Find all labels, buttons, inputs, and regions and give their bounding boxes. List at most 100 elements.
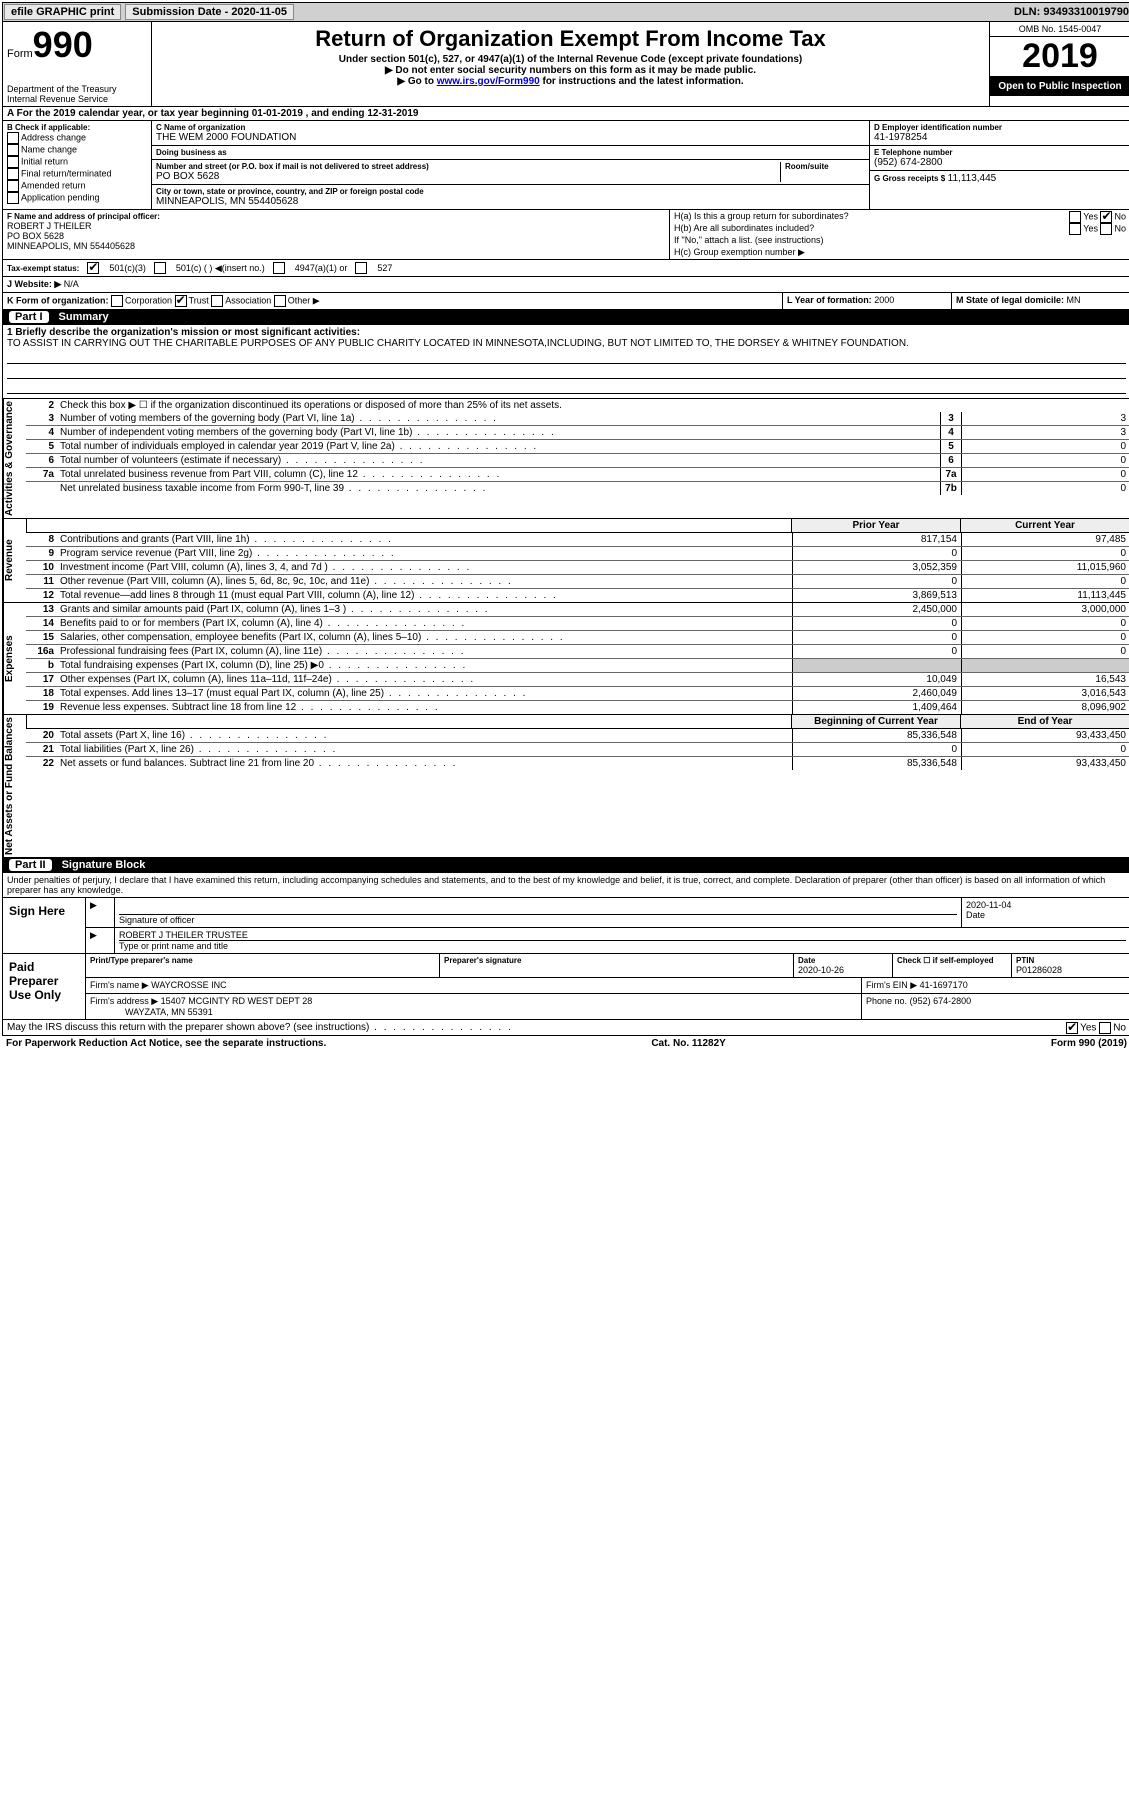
hb-yes[interactable]	[1069, 223, 1081, 235]
net-line: Net assets or fund balances. Subtract li…	[58, 757, 792, 770]
mission-block: 1 Briefly describe the organization's mi…	[2, 325, 1129, 399]
room-label: Room/suite	[785, 162, 865, 171]
block-fh: F Name and address of principal officer:…	[2, 210, 1129, 260]
dba-label: Doing business as	[156, 148, 865, 157]
form-header: Form990 Department of the Treasury Inter…	[2, 22, 1129, 107]
net-line: Total liabilities (Part X, line 26)	[58, 743, 792, 756]
exp-curr: 0	[961, 645, 1129, 658]
ck-assoc[interactable]	[211, 295, 223, 307]
b-item-3: Final return/terminated	[21, 168, 112, 178]
ck-name-change[interactable]	[7, 144, 19, 156]
ha-no-label: No	[1114, 211, 1126, 221]
phone-value: (952) 674-2800	[874, 157, 1126, 168]
exp-prior: 10,049	[792, 673, 961, 686]
perjury-text: Under penalties of perjury, I declare th…	[2, 873, 1129, 898]
b-item-5: Application pending	[21, 192, 100, 202]
ck-501c[interactable]	[154, 262, 166, 274]
city-label: City or town, state or province, country…	[156, 187, 865, 196]
ck-other[interactable]	[274, 295, 286, 307]
prep-h5: PTIN	[1016, 956, 1126, 965]
rev-line: Other revenue (Part VIII, column (A), li…	[58, 575, 792, 588]
officer-name: ROBERT J THEILER	[7, 221, 665, 231]
uline1	[7, 351, 1126, 364]
mission-q: 1 Briefly describe the organization's mi…	[7, 327, 360, 338]
hb-no[interactable]	[1100, 223, 1112, 235]
firm-name: WAYCROSSE INC	[151, 980, 227, 990]
rev-curr: 97,485	[961, 533, 1129, 546]
i-o3: 4947(a)(1) or	[295, 263, 348, 273]
gross-label: G Gross receipts $	[874, 174, 945, 183]
rev-prior: 0	[792, 575, 961, 588]
i-label: Tax-exempt status:	[7, 264, 79, 273]
sign-here-label: Sign Here	[3, 898, 86, 953]
ck-address-change[interactable]	[7, 132, 19, 144]
col-h: H(a) Is this a group return for subordin…	[670, 210, 1129, 259]
b-item-0: Address change	[21, 132, 86, 142]
section-expenses: Expenses 13Grants and similar amounts pa…	[2, 603, 1129, 715]
discuss-no-label: No	[1113, 1023, 1126, 1034]
firm-phone: (952) 674-2800	[910, 996, 972, 1006]
ck-trust[interactable]	[175, 295, 187, 307]
hb-label: H(b) Are all subordinates included?	[674, 223, 814, 233]
row-j: J Website: ▶ N/A	[2, 277, 1129, 293]
b-label: B Check if applicable:	[7, 123, 147, 132]
ck-4947[interactable]	[273, 262, 285, 274]
uline2	[7, 366, 1126, 379]
ck-initial-return[interactable]	[7, 156, 19, 168]
part1-title: Summary	[59, 311, 109, 323]
ck-501c3[interactable]	[87, 262, 99, 274]
exp-line: Benefits paid to or for members (Part IX…	[58, 617, 792, 630]
ha-label: H(a) Is this a group return for subordin…	[674, 211, 849, 221]
col-f: F Name and address of principal officer:…	[3, 210, 670, 259]
topbar: efile GRAPHIC print Submission Date - 20…	[2, 2, 1129, 22]
part1-header: Part I Summary	[2, 310, 1129, 325]
discuss-no-ck[interactable]	[1099, 1022, 1111, 1034]
rev-curr: 11,015,960	[961, 561, 1129, 574]
part2-badge: Part II	[9, 859, 52, 871]
ha-yes[interactable]	[1069, 211, 1081, 223]
part2-title: Signature Block	[62, 859, 146, 871]
exp-curr: 16,543	[961, 673, 1129, 686]
gov-line: Net unrelated business taxable income fr…	[58, 482, 940, 495]
k-o1: Corporation	[125, 295, 172, 305]
form990-link[interactable]: www.irs.gov/Form990	[437, 76, 540, 87]
rev-prior: 3,869,513	[792, 589, 961, 602]
ck-corp[interactable]	[111, 295, 123, 307]
sign-here-block: Sign Here ▶ Signature of officer 2020-11…	[2, 898, 1129, 954]
ck-app-pending[interactable]	[7, 192, 19, 204]
hdr-curr: Current Year	[960, 519, 1129, 532]
col-c: C Name of organization THE WEM 2000 FOUN…	[152, 121, 870, 209]
rev-curr: 11,113,445	[961, 589, 1129, 602]
vlabel-rev: Revenue	[3, 519, 26, 602]
b-item-2: Initial return	[21, 156, 68, 166]
gov-box: 3	[940, 412, 961, 425]
i-o2: 501(c) ( ) ◀(insert no.)	[176, 263, 265, 274]
firm-ein: 41-1697170	[920, 980, 968, 990]
ck-amended[interactable]	[7, 180, 19, 192]
year-formation: 2000	[874, 295, 894, 305]
gov-line: Total unrelated business revenue from Pa…	[58, 468, 940, 481]
prep-h4: Check ☐ if self-employed	[897, 956, 1007, 965]
exp-prior: 0	[792, 631, 961, 644]
ck-527[interactable]	[355, 262, 367, 274]
b-item-1: Name change	[21, 144, 77, 154]
phone-label: E Telephone number	[874, 148, 1126, 157]
hdr-end: End of Year	[960, 715, 1129, 728]
vlabel-gov: Activities & Governance	[3, 399, 26, 518]
ck-final-return[interactable]	[7, 168, 19, 180]
footer-right: Form 990 (2019)	[1051, 1038, 1127, 1049]
officer-printed-label: Type or print name and title	[119, 940, 1126, 951]
subtitle-2: ▶ Do not enter social security numbers o…	[158, 65, 983, 76]
ha-no[interactable]	[1100, 211, 1112, 223]
prep-h2: Preparer's signature	[444, 956, 789, 965]
efile-btn[interactable]: efile GRAPHIC print	[4, 4, 121, 20]
vlabel-net: Net Assets or Fund Balances	[3, 715, 26, 857]
net-begin: 0	[792, 743, 961, 756]
rev-prior: 3,052,359	[792, 561, 961, 574]
tax-exempt-row: Tax-exempt status: 501(c)(3) 501(c) ( ) …	[2, 260, 1129, 277]
hb-no-label: No	[1114, 223, 1126, 233]
discuss-yes-ck[interactable]	[1066, 1022, 1078, 1034]
footer-mid: Cat. No. 11282Y	[651, 1038, 725, 1049]
k-label: K Form of organization:	[7, 295, 109, 305]
officer-addr1: PO BOX 5628	[7, 231, 665, 241]
